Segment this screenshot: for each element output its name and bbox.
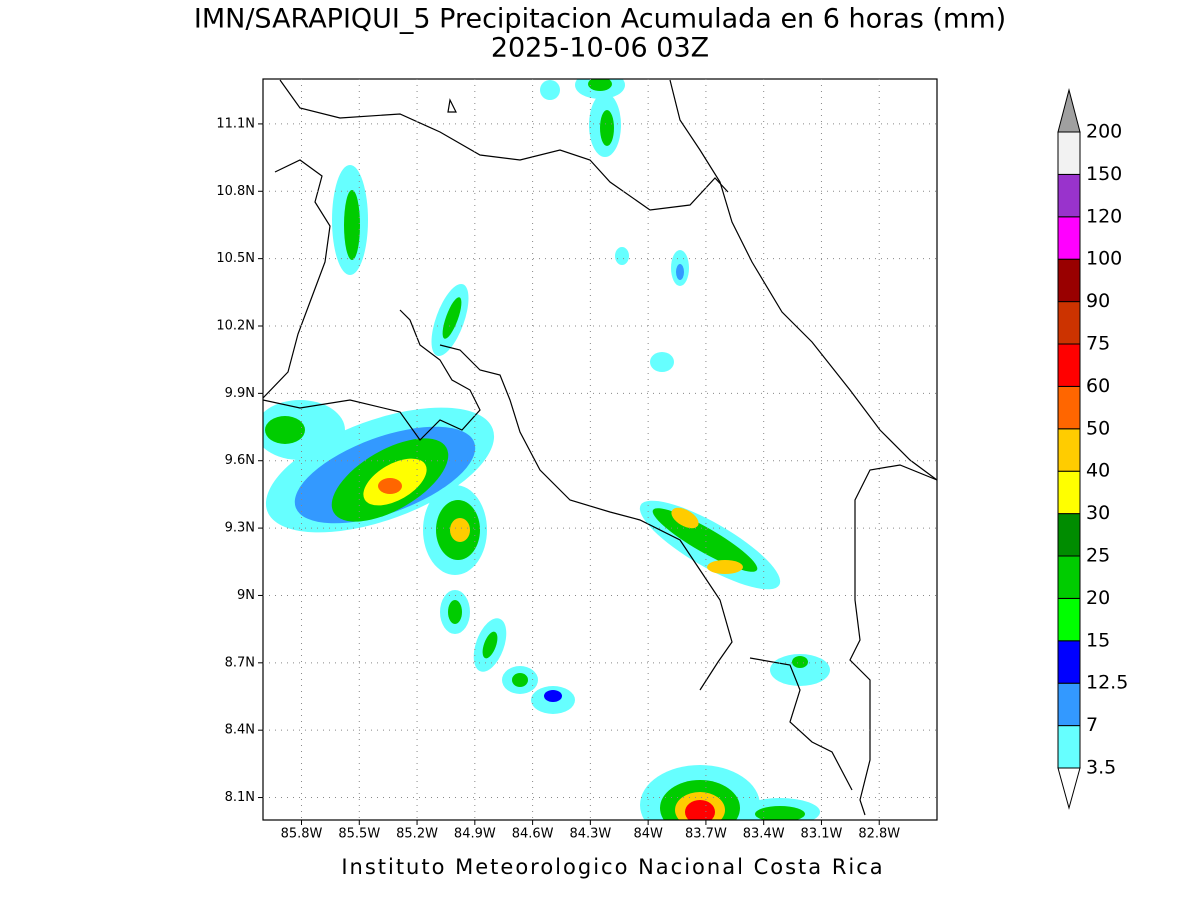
colorbar-box: [1057, 385, 1081, 430]
colorbar-box: [1057, 343, 1081, 387]
colorbar-box: [1057, 258, 1081, 303]
colorbar-box: [1057, 470, 1081, 515]
x-tick-label: 85.8W: [281, 827, 323, 842]
colorbar-label: 40: [1086, 460, 1110, 482]
colorbar-label: 75: [1086, 333, 1110, 355]
colorbar-box: [1057, 301, 1081, 345]
colorbar-label: 200: [1086, 121, 1122, 143]
map-frame: [262, 78, 938, 821]
subtitle: 2025-10-06 03Z: [491, 33, 709, 64]
colorbar-label: 120: [1086, 205, 1122, 227]
title: IMN/SARAPIQUI_5 Precipitacion Acumulada …: [194, 4, 1006, 35]
colorbar-box: [1057, 725, 1081, 769]
colorbar-label: 50: [1086, 417, 1110, 439]
colorbar-box: [1057, 555, 1081, 599]
x-tick-label: 84.9W: [454, 827, 496, 842]
x-tick-label: 83.7W: [685, 827, 727, 842]
colorbar-label: 15: [1086, 629, 1110, 651]
colorbar-label: 3.5: [1086, 757, 1116, 779]
y-tick-label: 10.8N: [216, 184, 255, 199]
x-tick-label: 84.6W: [512, 827, 554, 842]
x-tick-label: 82.8W: [858, 827, 900, 842]
colorbar-box: [1057, 682, 1081, 727]
x-tick-label: 83.1W: [801, 827, 843, 842]
colorbar-box: [1057, 131, 1081, 175]
colorbar-label: 20: [1086, 587, 1110, 609]
colorbar-label: 12.5: [1086, 672, 1128, 694]
colorbar-over: [1057, 88, 1081, 133]
colorbar-label: 30: [1086, 502, 1110, 524]
footer: Instituto Meteorologico Nacional Costa R…: [341, 855, 884, 879]
colorbar-box: [1057, 216, 1081, 260]
colorbar-label: 25: [1086, 545, 1110, 567]
x-tick-label: 84W: [633, 827, 663, 842]
x-tick-label: 85.2W: [396, 827, 438, 842]
colorbar-box: [1057, 428, 1081, 472]
colorbar-label: 90: [1086, 290, 1110, 312]
colorbar-label: 150: [1086, 163, 1122, 185]
y-tick-label: 9.9N: [225, 386, 255, 401]
colorbar-label: 100: [1086, 248, 1122, 270]
colorbar-label: 60: [1086, 375, 1110, 397]
colorbar-label: 7: [1086, 714, 1098, 736]
y-tick-label: 8.1N: [225, 790, 255, 805]
y-tick-label: 10.5N: [216, 251, 255, 266]
y-tick-label: 10.2N: [216, 319, 255, 334]
x-tick-label: 85.5W: [338, 827, 380, 842]
y-tick-label: 9.3N: [225, 521, 255, 536]
precip-blob: [263, 79, 830, 820]
colorbar-under: [1057, 767, 1081, 810]
x-tick-label: 83.4W: [743, 827, 785, 842]
y-tick-label: 9.6N: [225, 453, 255, 468]
x-tick-label: 84.3W: [569, 827, 611, 842]
colorbar-box: [1057, 640, 1081, 684]
y-tick-label: 11.1N: [216, 116, 255, 131]
coastline: [263, 79, 937, 816]
y-tick-label: 9N: [237, 588, 255, 603]
precip-field: [263, 79, 937, 820]
y-tick-label: 8.7N: [225, 655, 255, 670]
y-tick-label: 8.4N: [225, 723, 255, 738]
colorbar-box: [1057, 173, 1081, 218]
colorbar-box: [1057, 597, 1081, 642]
colorbar-box: [1057, 513, 1081, 557]
